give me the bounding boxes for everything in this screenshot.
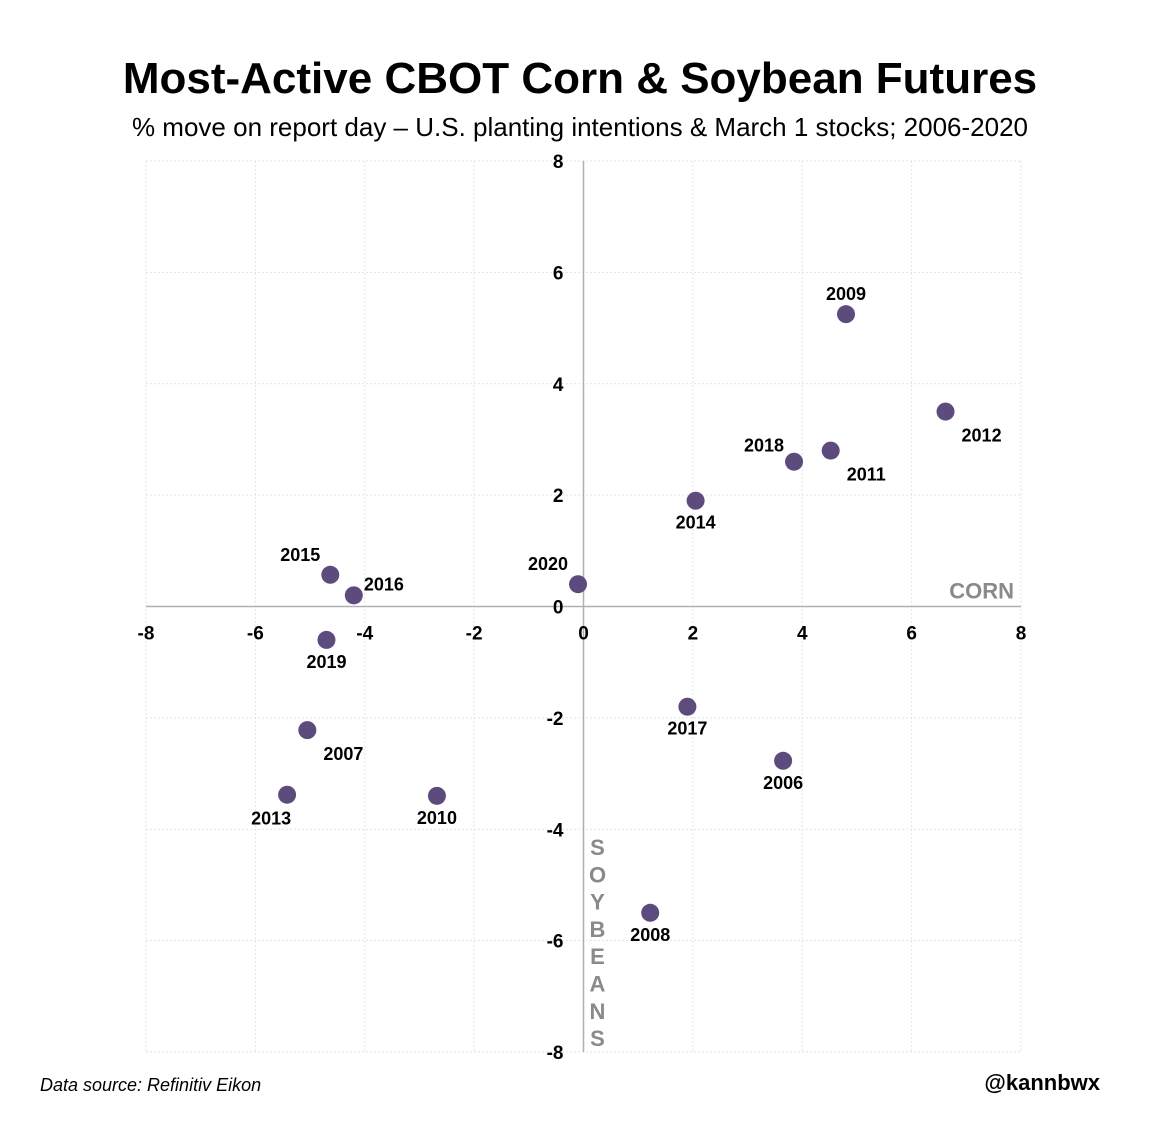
- x-tick-label: -4: [356, 624, 373, 645]
- data-label-2010: 2010: [417, 808, 457, 828]
- y-tick-label: -8: [547, 1043, 564, 1064]
- data-label-2016: 2016: [364, 574, 404, 594]
- author-handle: @kannbwx: [984, 1070, 1100, 1095]
- y-tick-label: 0: [553, 598, 564, 619]
- data-label-2008: 2008: [630, 925, 670, 945]
- data-label-2020: 2020: [528, 554, 568, 574]
- x-axis-label: CORN: [949, 579, 1014, 604]
- y-tick-label: 4: [553, 375, 564, 396]
- data-point-2020: [569, 575, 588, 594]
- data-point-2009: [837, 305, 855, 324]
- data-label-2019: 2019: [306, 652, 346, 672]
- data-point-2015: [321, 565, 340, 584]
- data-label-2013: 2013: [251, 809, 291, 829]
- data-label-2015: 2015: [280, 545, 320, 565]
- data-point-2006: [774, 751, 793, 770]
- data-point-2007: [298, 721, 317, 740]
- data-label-2012: 2012: [962, 426, 1002, 446]
- data-point-2017: [678, 697, 697, 716]
- x-tick-label: -6: [247, 624, 264, 645]
- data-label-2018: 2018: [744, 436, 784, 456]
- data-point-2013: [278, 785, 297, 804]
- data-label-2017: 2017: [667, 719, 707, 739]
- data-point-2016: [344, 586, 363, 605]
- data-label-2007: 2007: [323, 744, 363, 764]
- data-label-2014: 2014: [676, 513, 716, 533]
- data-label-2011: 2011: [847, 465, 886, 485]
- chart-subtitle: % move on report day – U.S. planting int…: [131, 112, 1029, 142]
- x-tick-label: 4: [797, 624, 808, 645]
- data-point-2012: [936, 402, 955, 421]
- y-tick-label: -2: [547, 709, 564, 730]
- data-point-2019: [317, 630, 336, 649]
- chart-title: Most-Active CBOT Corn & Soybean Futures: [122, 54, 1038, 103]
- data-point-2008: [641, 903, 660, 922]
- data-point-2014: [686, 491, 705, 510]
- y-tick-label: -4: [547, 820, 564, 841]
- data-point-2011: [821, 441, 840, 460]
- y-tick-label: 6: [553, 263, 564, 284]
- x-tick-label: -8: [138, 624, 155, 645]
- data-point-2010: [427, 786, 446, 805]
- y-tick-label: 2: [553, 486, 564, 507]
- x-tick-label: 8: [1016, 624, 1027, 645]
- x-tick-label: 0: [578, 624, 589, 645]
- data-source-note: Data source: Refinitiv Eikon: [40, 1075, 262, 1095]
- data-label-2006: 2006: [763, 773, 803, 793]
- x-tick-label: 6: [906, 624, 917, 645]
- x-tick-label: 2: [688, 624, 699, 645]
- data-point-2018: [785, 452, 804, 471]
- data-label-2009: 2009: [826, 284, 866, 304]
- y-tick-label: -6: [547, 932, 564, 953]
- y-tick-label: 8: [553, 152, 564, 173]
- x-tick-label: -2: [466, 624, 483, 645]
